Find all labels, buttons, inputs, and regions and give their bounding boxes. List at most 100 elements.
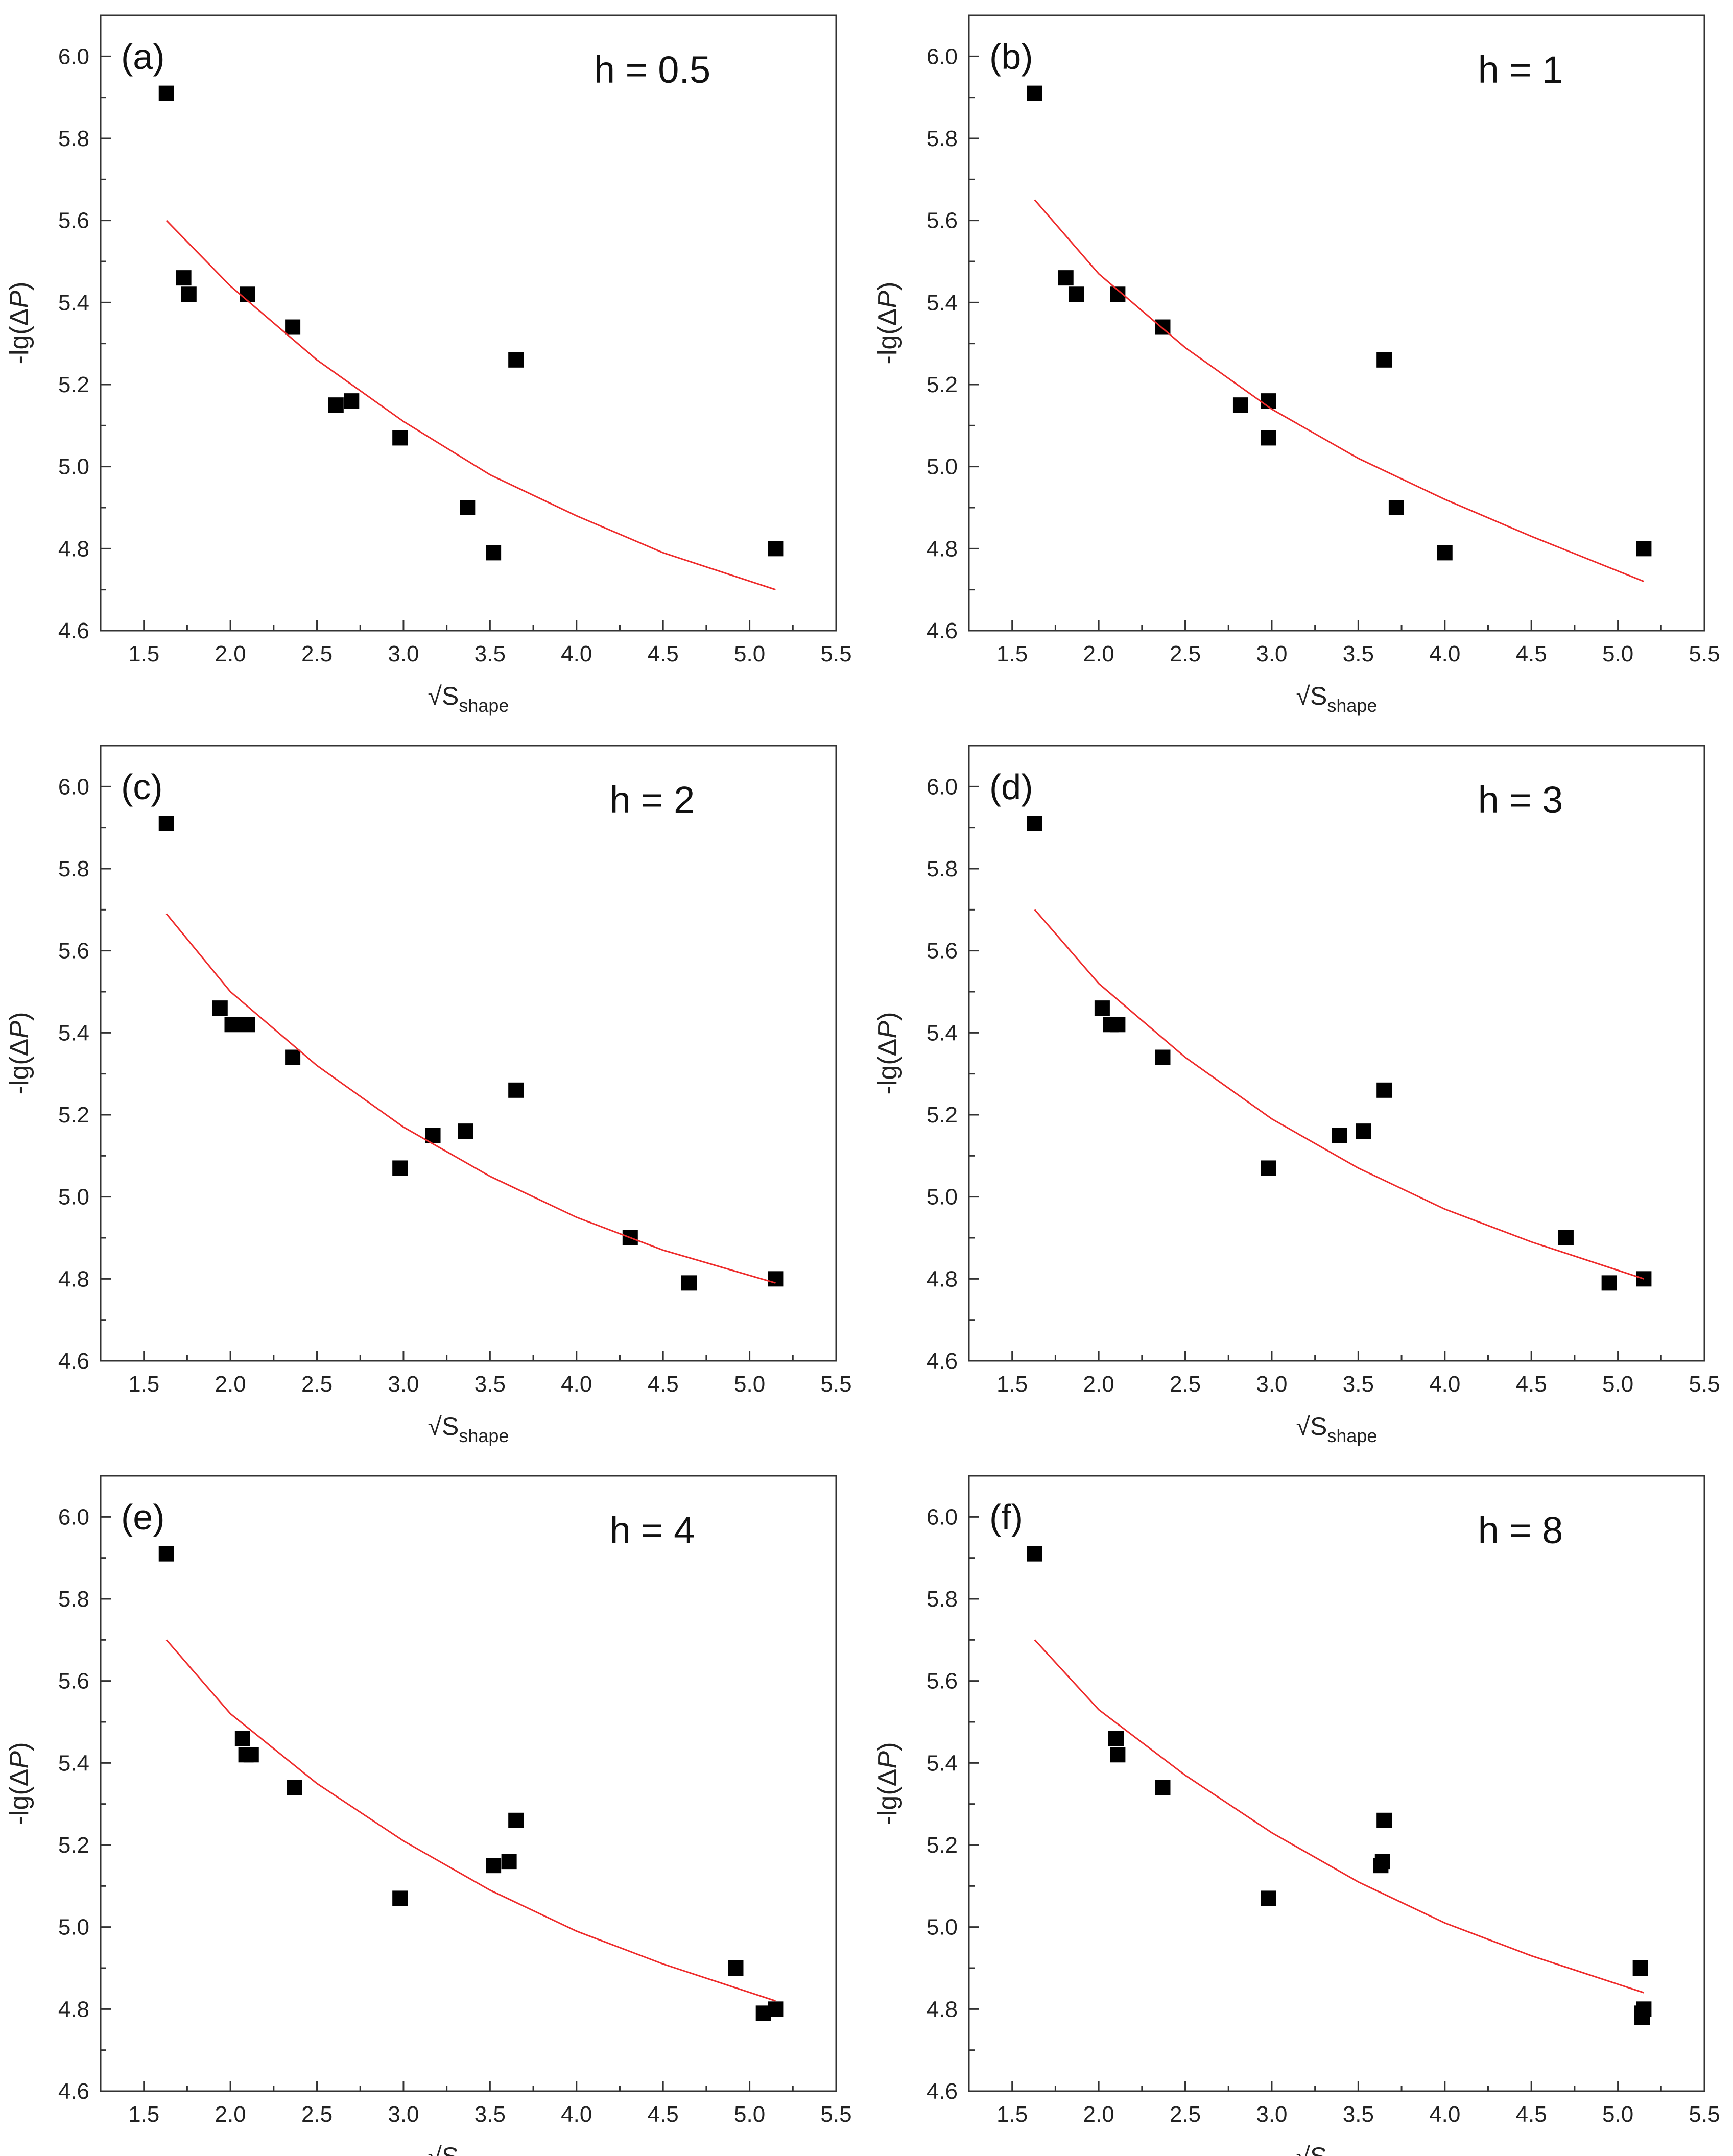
- x-tick-label: 3.0: [1256, 641, 1287, 666]
- y-axis-title: -lg(ΔP): [873, 282, 903, 365]
- x-tick-label: 4.5: [1516, 2102, 1547, 2127]
- panel-label: (b): [989, 37, 1033, 77]
- data-point: [392, 430, 408, 446]
- y-tick-label: 5.0: [927, 454, 958, 480]
- x-tick-label: 5.0: [1602, 1372, 1633, 1397]
- y-tick-label: 4.6: [58, 2079, 89, 2104]
- data-point: [287, 1780, 302, 1795]
- y-axis-title: -lg(ΔP): [5, 1742, 34, 1825]
- plot-frame: [968, 14, 1705, 632]
- y-tick-label: 5.6: [927, 1669, 958, 1694]
- y-tick-label: 6.0: [58, 1504, 89, 1529]
- x-tick-label: 2.0: [215, 641, 246, 666]
- data-point: [1110, 1747, 1126, 1763]
- data-point: [1601, 1275, 1617, 1291]
- data-point: [176, 270, 192, 286]
- fit-curve: [165, 913, 776, 1284]
- y-tick-label: 5.4: [58, 1020, 89, 1045]
- x-tick-label: 4.5: [648, 641, 679, 666]
- x-tick-label: 2.0: [1083, 1372, 1114, 1397]
- data-point: [285, 319, 301, 335]
- x-tick-label: 3.0: [388, 641, 419, 666]
- x-tick-label: 3.5: [474, 641, 506, 666]
- y-tick-label: 5.2: [927, 372, 958, 397]
- x-tick-label: 4.0: [1429, 2102, 1460, 2127]
- fit-curve: [1034, 199, 1644, 582]
- data-point: [212, 1000, 228, 1016]
- y-axis-title: -lg(ΔP): [5, 282, 34, 365]
- plot-frame: [968, 745, 1705, 1362]
- data-point: [240, 1017, 255, 1033]
- data-point: [1155, 1049, 1171, 1065]
- data-point: [392, 1160, 408, 1176]
- x-tick-label: 5.0: [734, 2102, 765, 2127]
- h-annotation: h = 4: [610, 1509, 695, 1551]
- data-point: [1356, 1123, 1371, 1139]
- data-point: [486, 1858, 502, 1874]
- data-point: [508, 1082, 524, 1098]
- data-point: [1388, 500, 1404, 515]
- y-tick-label: 5.4: [927, 290, 958, 315]
- data-point: [1058, 270, 1074, 286]
- h-annotation: h = 3: [1478, 779, 1563, 821]
- y-tick-label: 6.0: [58, 44, 89, 69]
- data-point: [1261, 430, 1276, 446]
- data-point: [508, 1812, 524, 1828]
- y-tick-label: 5.0: [58, 454, 89, 480]
- panel-label: (e): [121, 1497, 165, 1537]
- y-tick-label: 4.6: [58, 1349, 89, 1374]
- x-tick-label: 5.0: [1602, 641, 1633, 666]
- x-tick-label: 5.5: [820, 2102, 851, 2127]
- chart-panel-4: 1.5 2.0 2.5 3.0 3.5 4.0 4.5 5.0 5.5 4.6 4.8 5.0 5.2 5…: [5, 1475, 852, 2156]
- y-tick-label: 5.4: [927, 1020, 958, 1045]
- y-tick-label: 4.8: [58, 536, 89, 561]
- data-point: [1636, 2001, 1652, 2017]
- x-tick-label: 3.0: [1256, 1372, 1287, 1397]
- data-point: [1332, 1128, 1347, 1143]
- plot-frame: [100, 1475, 837, 2092]
- x-tick-label: 4.5: [1516, 1372, 1547, 1397]
- data-point: [1069, 286, 1084, 302]
- x-tick-label: 4.5: [648, 1372, 679, 1397]
- x-tick-label: 2.0: [215, 1372, 246, 1397]
- data-point: [1636, 1271, 1652, 1287]
- x-tick-label: 3.5: [1343, 1372, 1374, 1397]
- y-tick-label: 4.8: [927, 536, 958, 561]
- data-point: [234, 1731, 250, 1746]
- x-tick-label: 4.0: [1429, 641, 1460, 666]
- y-tick-label: 5.4: [927, 1751, 958, 1776]
- x-tick-label: 2.5: [1170, 1372, 1201, 1397]
- h-annotation: h = 1: [1478, 49, 1563, 91]
- y-tick-label: 4.8: [58, 1266, 89, 1291]
- data-point: [1376, 352, 1392, 368]
- y-tick-label: 5.6: [927, 208, 958, 233]
- x-tick-label: 2.0: [1083, 641, 1114, 666]
- x-axis-title: √Sshape: [428, 1412, 509, 1446]
- x-axis-title: √Sshape: [428, 682, 509, 716]
- x-tick-label: 1.5: [128, 641, 159, 666]
- x-axis-title: √Sshape: [428, 2142, 509, 2156]
- data-point: [1376, 1812, 1392, 1828]
- data-point: [681, 1275, 697, 1291]
- y-tick-label: 6.0: [927, 774, 958, 799]
- data-point: [1374, 1854, 1390, 1870]
- plot-frame: [100, 14, 837, 632]
- y-tick-label: 6.0: [58, 774, 89, 799]
- x-tick-label: 2.0: [215, 2102, 246, 2127]
- panel-label: (f): [989, 1497, 1023, 1537]
- data-point: [158, 85, 174, 101]
- x-tick-label: 2.5: [1170, 2102, 1201, 2127]
- chart-panel-2: 1.5 2.0 2.5 3.0 3.5 4.0 4.5 5.0 5.5 4.6 4.8 5.0 5.2 5…: [5, 745, 852, 1446]
- y-tick-label: 4.6: [927, 1349, 958, 1374]
- chart-panel-0: 1.5 2.0 2.5 3.0 3.5 4.0 4.5 5.0 5.5 4.6 4.8 5.0 5.2 5…: [5, 14, 852, 716]
- data-point: [768, 541, 784, 557]
- x-tick-label: 5.5: [820, 641, 851, 666]
- chart-panel-3: 1.5 2.0 2.5 3.0 3.5 4.0 4.5 5.0 5.5 4.6 4.8 5.0 5.2 5…: [873, 745, 1720, 1446]
- y-tick-label: 5.2: [58, 1103, 89, 1128]
- y-tick-label: 5.4: [58, 290, 89, 315]
- fit-curve: [165, 1639, 776, 2002]
- y-tick-label: 5.8: [927, 126, 958, 151]
- y-tick-label: 5.6: [58, 208, 89, 233]
- y-tick-label: 5.8: [58, 856, 89, 881]
